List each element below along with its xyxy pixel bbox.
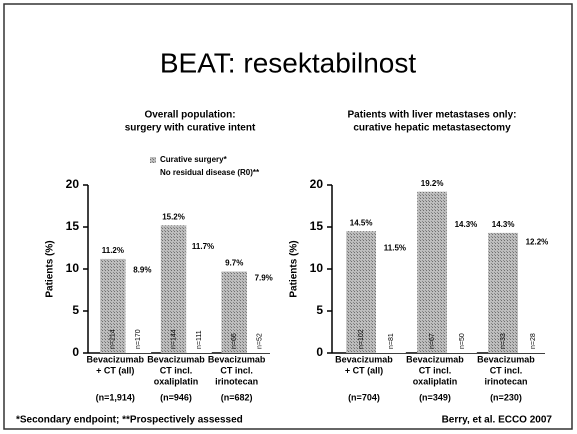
- x-tick-label: CT incl.: [490, 365, 523, 375]
- value-label: 8.9%: [133, 265, 151, 274]
- legend-swatch: [150, 157, 156, 163]
- y-tick-label: 10: [66, 261, 80, 275]
- chart-title: Patients with liver metastases only:: [348, 110, 517, 121]
- value-label: 19.2%: [421, 179, 444, 188]
- bar-label: n=67: [429, 333, 436, 349]
- x-tick-label: Bevacizumab: [477, 354, 535, 364]
- bar: [376, 256, 406, 353]
- value-label: 9.7%: [225, 259, 243, 268]
- x-tick-label: Bevacizumab: [335, 354, 393, 364]
- bar-label: n=144: [170, 329, 177, 349]
- bar-label: n=170: [135, 329, 142, 349]
- bar-label: n=214: [110, 329, 117, 349]
- x-tick-label: CT incl.: [160, 365, 193, 375]
- bar-label: n=66: [231, 333, 238, 349]
- chart-title: Overall population:: [144, 110, 235, 121]
- y-tick-label: 10: [310, 261, 324, 275]
- y-axis-label: Patients (%): [289, 240, 300, 297]
- bar: [417, 191, 448, 353]
- bar: [447, 232, 477, 353]
- footnote: *Secondary endpoint; **Prospectively ass…: [16, 415, 243, 426]
- x-tick-label: irinotecan: [215, 376, 258, 386]
- category-count: (n=230): [490, 392, 522, 402]
- bar-label: n=28: [530, 333, 537, 349]
- category-count: (n=682): [221, 392, 253, 402]
- y-tick-label: 20: [310, 177, 324, 191]
- y-axis-label: Patients (%): [45, 240, 56, 297]
- value-label: 11.7%: [192, 242, 214, 251]
- bar-label: n=81: [388, 333, 395, 349]
- bar-label: n=33: [500, 333, 507, 349]
- y-tick-label: 20: [66, 177, 80, 191]
- x-tick-label: Bevacizumab: [406, 354, 464, 364]
- bar: [221, 271, 247, 353]
- category-count: (n=1,914): [96, 392, 135, 402]
- value-label: 14.3%: [492, 220, 515, 229]
- bar: [125, 278, 152, 353]
- category-count: (n=946): [160, 392, 192, 402]
- bar: [246, 286, 273, 353]
- chart-title: surgery with curative intent: [125, 123, 256, 134]
- bar: [346, 231, 377, 353]
- legend-label: Curative surgery*: [160, 155, 228, 164]
- value-label: 7.9%: [255, 274, 273, 283]
- x-tick-label: Bevacizumab: [147, 354, 205, 364]
- legend-label: No residual disease (R0)**: [160, 168, 260, 177]
- slide-title: BEAT: resektabilnost: [160, 47, 416, 78]
- bar-label: n=52: [257, 333, 264, 349]
- x-tick-label: Bevacizumab: [208, 354, 266, 364]
- value-label: 11.2%: [102, 246, 124, 255]
- x-tick-label: CT incl.: [220, 365, 253, 375]
- category-count: (n=349): [419, 392, 451, 402]
- category-count: (n=704): [348, 392, 380, 402]
- value-label: 15.2%: [162, 212, 185, 221]
- x-tick-label: irinotecan: [484, 376, 527, 386]
- value-label: 14.3%: [455, 220, 478, 229]
- bar: [518, 250, 548, 353]
- citation: Berry, et al. ECCO 2007: [442, 415, 553, 426]
- bar-label: n=111: [196, 330, 203, 349]
- value-label: 12.2%: [526, 238, 549, 247]
- bar: [186, 254, 212, 353]
- value-label: 11.5%: [384, 244, 406, 253]
- y-tick-label: 5: [316, 303, 323, 317]
- bar-label: n=102: [358, 329, 365, 349]
- slide-frame: [3, 3, 573, 430]
- x-tick-label: + CT (all): [96, 365, 134, 375]
- y-tick-label: 15: [310, 219, 324, 233]
- y-tick-label: 0: [72, 345, 79, 359]
- bar: [488, 232, 519, 353]
- x-tick-label: oxaliplatin: [413, 376, 458, 386]
- y-tick-label: 0: [316, 345, 323, 359]
- x-tick-label: oxaliplatin: [154, 376, 199, 386]
- bar: [100, 258, 126, 353]
- y-tick-label: 15: [66, 219, 80, 233]
- chart-title: curative hepatic metastasectomy: [353, 123, 511, 134]
- x-tick-label: Bevacizumab: [87, 354, 145, 364]
- bar: [160, 225, 187, 353]
- bar-label: n=50: [459, 333, 466, 349]
- value-label: 14.5%: [350, 218, 373, 227]
- x-tick-label: CT incl.: [419, 365, 452, 375]
- x-tick-label: + CT (all): [345, 365, 383, 375]
- y-tick-label: 5: [72, 303, 79, 317]
